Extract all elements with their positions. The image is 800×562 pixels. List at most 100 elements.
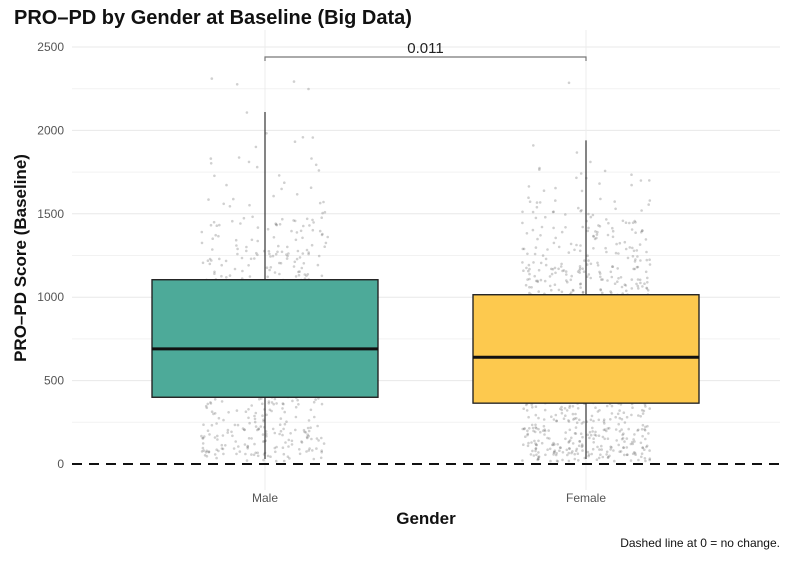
jitter-point	[550, 272, 554, 276]
jitter-point	[317, 169, 321, 172]
jitter-point	[640, 408, 644, 412]
jitter-point	[580, 209, 583, 212]
jitter-point	[531, 426, 535, 430]
jitter-point	[248, 275, 252, 278]
jitter-point	[278, 432, 281, 436]
jitter-point	[221, 447, 225, 451]
jitter-point	[611, 265, 615, 269]
jitter-point	[318, 229, 322, 233]
jitter-point	[222, 418, 225, 422]
jitter-point	[525, 409, 529, 412]
jitter-point	[630, 173, 633, 176]
jitter-point	[275, 402, 278, 405]
jitter-point	[615, 242, 618, 246]
jitter-point	[245, 459, 249, 462]
y-tick-label: 0	[57, 457, 64, 471]
jitter-point	[554, 186, 557, 190]
jitter-point	[621, 436, 625, 440]
jitter-point	[589, 418, 593, 422]
jitter-point	[606, 437, 610, 441]
jitter-point	[300, 266, 304, 270]
jitter-point	[561, 458, 564, 462]
jitter-point	[579, 282, 582, 286]
p-value-label: 0.011	[407, 40, 443, 57]
jitter-point	[568, 447, 571, 451]
jitter-point	[620, 417, 624, 421]
jitter-point	[643, 429, 647, 432]
jitter-point	[641, 412, 645, 415]
jitter-point	[623, 240, 627, 244]
jitter-point	[525, 403, 528, 407]
jitter-point	[323, 210, 327, 214]
jitter-point	[270, 401, 274, 404]
jitter-point	[636, 255, 639, 258]
jitter-point	[200, 230, 204, 234]
jitter-point	[542, 418, 546, 421]
jitter-point	[556, 460, 560, 463]
jitter-point	[611, 265, 614, 268]
jitter-point	[227, 411, 230, 414]
jitter-point	[591, 447, 595, 451]
jitter-point	[320, 233, 324, 237]
jitter-point	[309, 186, 313, 189]
jitter-point	[294, 275, 298, 278]
jitter-point	[261, 402, 264, 406]
jitter-point	[228, 274, 232, 277]
jitter-point	[534, 413, 538, 417]
jitter-point	[560, 290, 564, 294]
jitter-point	[578, 268, 581, 272]
jitter-point	[647, 203, 650, 206]
jitter-point	[557, 267, 560, 271]
jitter-point	[302, 224, 305, 228]
jitter-point	[645, 445, 648, 449]
jitter-point	[633, 433, 636, 436]
jitter-point	[217, 416, 221, 420]
jitter-point	[589, 433, 593, 437]
jitter-point	[250, 404, 253, 407]
gridlines	[72, 30, 780, 490]
box-outline	[151, 279, 379, 398]
jitter-point	[558, 446, 562, 449]
jitter-point	[617, 277, 620, 280]
jitter-point	[598, 270, 601, 274]
jitter-point	[543, 433, 546, 436]
jitter-point	[597, 434, 601, 438]
jitter-point	[578, 271, 581, 274]
jitter-point	[648, 179, 651, 182]
jitter-point	[629, 459, 633, 462]
jitter-point	[215, 224, 219, 227]
jitter-point	[618, 450, 621, 454]
jitter-point	[537, 455, 540, 459]
jitter-point	[248, 203, 251, 207]
jitter-point	[607, 426, 611, 430]
jitter-point	[253, 257, 256, 260]
jitter-point	[625, 289, 628, 293]
jitter-point	[618, 416, 622, 420]
jitter-point	[213, 272, 216, 276]
jitter-point	[614, 415, 617, 419]
jitter-point	[535, 443, 538, 447]
jitter-point	[647, 432, 650, 435]
jitter-point	[626, 256, 630, 260]
jitter-point	[606, 427, 609, 430]
jitter-point	[250, 238, 254, 242]
jitter-point	[244, 452, 247, 456]
jitter-point	[269, 266, 273, 269]
jitter-point	[271, 427, 275, 431]
jitter-point	[301, 252, 305, 255]
jitter-point	[218, 223, 221, 227]
jitter-point	[618, 409, 621, 412]
jitter-point	[589, 276, 592, 280]
jitter-point	[640, 209, 643, 212]
jitter-point	[535, 427, 538, 430]
jitter-point	[527, 269, 530, 273]
jitter-point	[610, 291, 613, 295]
jitter-point	[265, 132, 268, 135]
jitter-point	[640, 229, 644, 232]
jitter-point	[278, 272, 281, 276]
jitter-point	[598, 409, 601, 412]
jitter-point	[631, 246, 634, 250]
jitter-point	[591, 430, 594, 433]
jitter-point	[531, 228, 535, 232]
jitter-point	[581, 267, 584, 271]
